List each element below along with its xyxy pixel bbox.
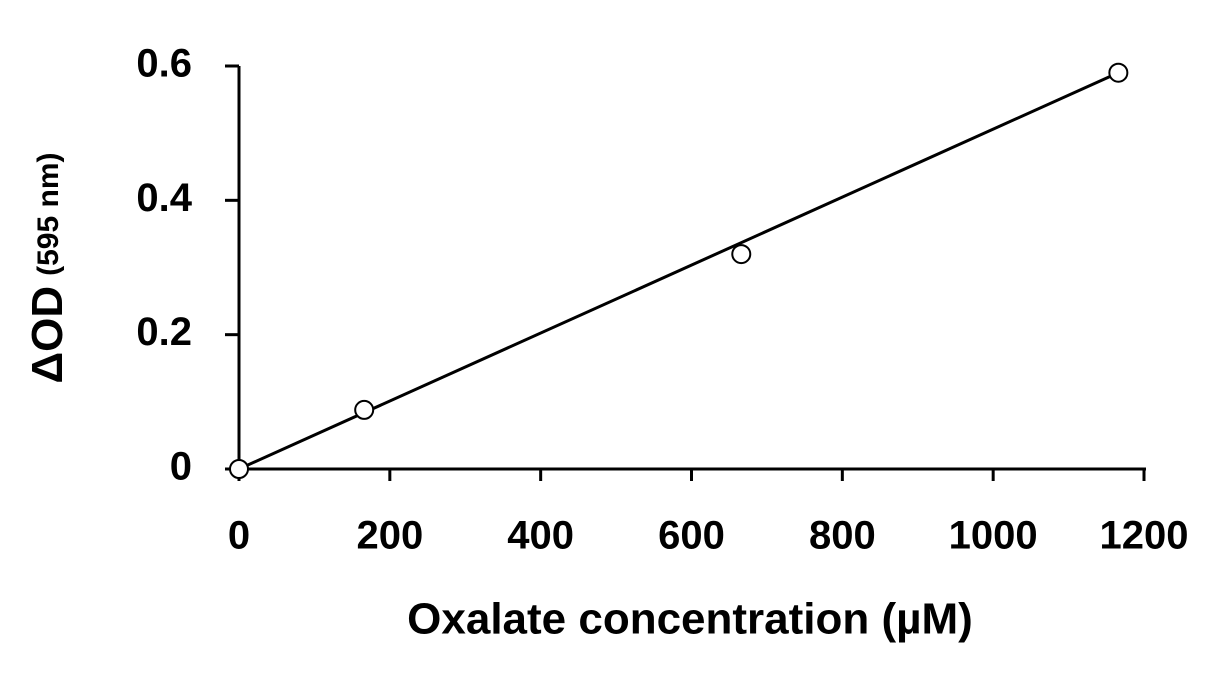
y-axis-label: ΔOD (595 nm) [23,153,72,384]
x-tick-label: 200 [356,514,423,558]
x-tick-label: 1000 [949,514,1038,558]
data-point [354,399,375,420]
data-point [229,459,249,479]
y-axis-label-main: ΔOD [23,286,72,384]
y-tick-label: 0.2 [136,310,192,354]
fit-line [238,71,1119,471]
y-axis-label-unit: (595 nm) [32,153,65,276]
y-tick-label: 0.4 [136,176,192,220]
y-tick-label: 0.6 [136,42,192,86]
x-axis-label: Oxalate concentration (µM) [407,595,973,644]
data-point [1108,62,1129,83]
data-point [731,244,752,265]
x-tick-label: 600 [658,514,725,558]
x-tick-label: 0 [228,514,250,558]
x-tick-label: 400 [507,514,574,558]
x-tick-label: 800 [809,514,876,558]
y-tick-label: 0 [170,445,192,489]
x-tick-label: 1200 [1100,514,1189,558]
